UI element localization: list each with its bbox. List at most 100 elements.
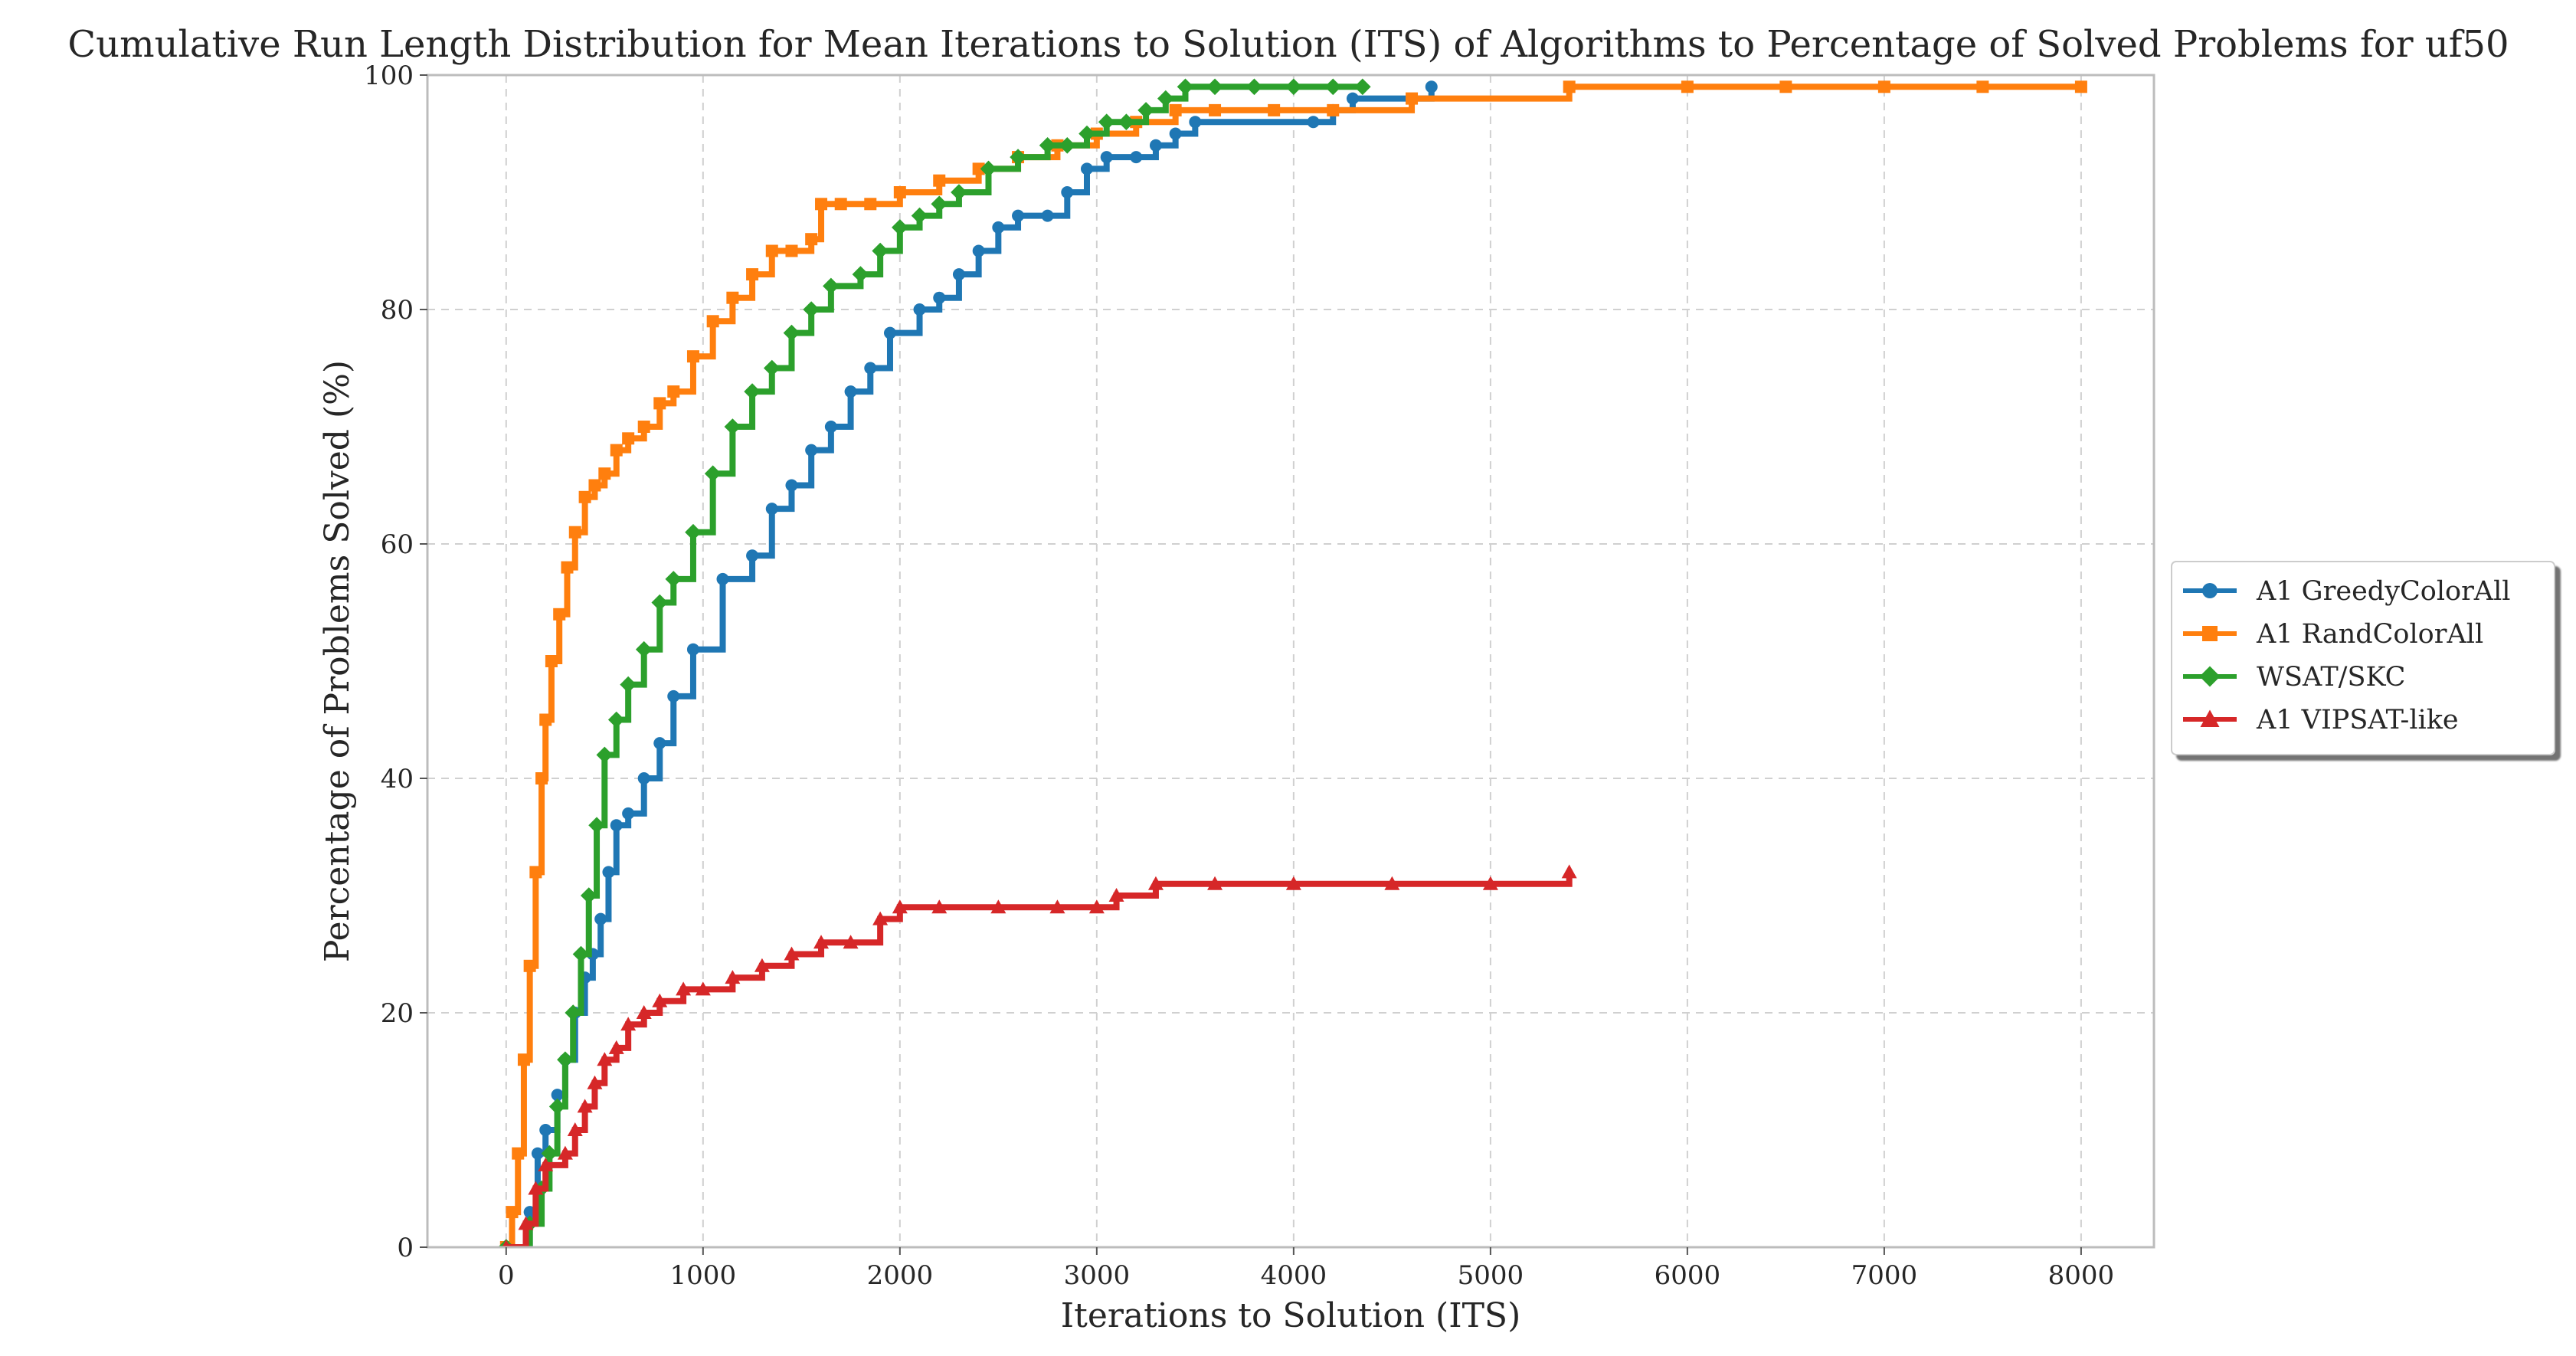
series-a1-greedycolorall	[499, 80, 1438, 1247]
data-point	[1118, 113, 1135, 130]
axis-ticks: 0 1000 2000 3000 4000 5000 6000 7000 8000 0 20 40 60…	[364, 61, 2114, 1291]
x-tick-label: 8000	[2048, 1260, 2115, 1291]
data-point	[746, 549, 759, 562]
data-point	[1147, 876, 1164, 890]
data-point	[2074, 80, 2087, 93]
legend-item-a1-vipsat-like: A1 VIPSAT-like	[2183, 705, 2459, 735]
data-point	[892, 219, 908, 236]
data-point	[1384, 876, 1400, 890]
data-point	[635, 640, 653, 658]
data-point	[972, 162, 985, 175]
data-point	[824, 421, 837, 433]
data-point	[528, 1181, 544, 1195]
data-point	[652, 993, 668, 1007]
data-point	[596, 746, 614, 764]
data-point	[1100, 151, 1113, 164]
data-point	[1049, 899, 1065, 914]
data-point	[686, 643, 699, 656]
data-point	[610, 444, 623, 457]
data-point	[716, 572, 729, 585]
data-point	[765, 503, 778, 516]
data-point	[872, 911, 889, 925]
data-point	[1561, 864, 1577, 879]
x-tick-label: 5000	[1458, 1260, 1524, 1291]
x-axis-label: Iterations to Solution (ITS)	[1061, 1296, 1521, 1335]
data-point	[834, 198, 847, 211]
data-point	[1207, 876, 1223, 890]
data-point	[568, 526, 581, 539]
data-point	[1779, 80, 1792, 93]
data-point	[502, 1240, 511, 1247]
data-point	[665, 571, 682, 588]
data-point	[539, 713, 552, 726]
data-point	[844, 385, 857, 398]
data-point	[637, 421, 650, 433]
data-point	[561, 561, 574, 574]
x-tick-label: 3000	[1064, 1260, 1131, 1291]
x-tick-label: 6000	[1655, 1260, 1721, 1291]
data-point	[1209, 103, 1222, 116]
data-point	[594, 912, 607, 925]
data-point	[852, 266, 869, 283]
data-point	[815, 198, 828, 211]
grid	[427, 74, 2154, 1248]
data-point	[785, 479, 798, 492]
data-point	[1169, 127, 1182, 140]
data-point	[551, 1089, 564, 1102]
data-point	[785, 244, 798, 257]
data-point	[972, 244, 985, 257]
data-point	[685, 523, 702, 541]
data-point	[1877, 80, 1890, 93]
data-point	[653, 397, 666, 410]
data-point	[872, 242, 889, 260]
legend-label: A1 VIPSAT-like	[2256, 705, 2459, 735]
data-point	[1137, 102, 1154, 119]
data-point	[580, 887, 597, 904]
x-tick-label: 2000	[867, 1260, 934, 1291]
data-point	[931, 195, 948, 213]
data-point	[952, 268, 965, 281]
data-point	[1406, 92, 1419, 105]
data-point	[553, 608, 566, 621]
data-point	[726, 291, 739, 304]
data-point	[620, 676, 637, 693]
data-point	[557, 1051, 574, 1068]
data-point	[724, 418, 741, 435]
data-point	[1130, 151, 1143, 164]
data-point	[1425, 80, 1438, 93]
data-point	[813, 935, 830, 949]
data-point	[1346, 92, 1359, 105]
data-point	[1324, 78, 1342, 96]
legend-marker	[2202, 626, 2218, 641]
series-line-wsat-skc	[506, 84, 1363, 1247]
data-point	[892, 899, 908, 914]
series-a1-vipsat-like	[502, 864, 1577, 1247]
data-point	[1012, 209, 1025, 222]
data-point	[706, 315, 719, 328]
data-point	[992, 221, 1005, 234]
data-point	[572, 945, 590, 963]
data-point	[765, 244, 778, 257]
data-point	[1108, 888, 1124, 902]
legend-label: A1 GreedyColorAll	[2256, 576, 2510, 607]
data-point	[913, 303, 926, 316]
data-point	[539, 1124, 552, 1136]
legend-marker	[2199, 666, 2221, 687]
x-tick-label: 4000	[1261, 1260, 1327, 1291]
data-point	[565, 1004, 581, 1021]
y-tick-label: 0	[397, 1233, 414, 1263]
data-point	[637, 772, 650, 784]
data-point	[577, 1099, 593, 1113]
data-point	[587, 1075, 603, 1089]
data-point	[588, 817, 605, 834]
data-point	[1010, 149, 1026, 165]
data-point	[1285, 78, 1302, 96]
data-point	[1354, 78, 1371, 96]
y-tick-label: 60	[381, 529, 414, 560]
legend-label: A1 RandColorAll	[2256, 619, 2483, 650]
y-tick-label: 80	[381, 295, 414, 326]
data-point	[1149, 139, 1162, 152]
data-point	[1681, 80, 1694, 93]
legend-item-a1-randcolorall: A1 RandColorAll	[2183, 619, 2483, 650]
data-point	[805, 444, 818, 457]
